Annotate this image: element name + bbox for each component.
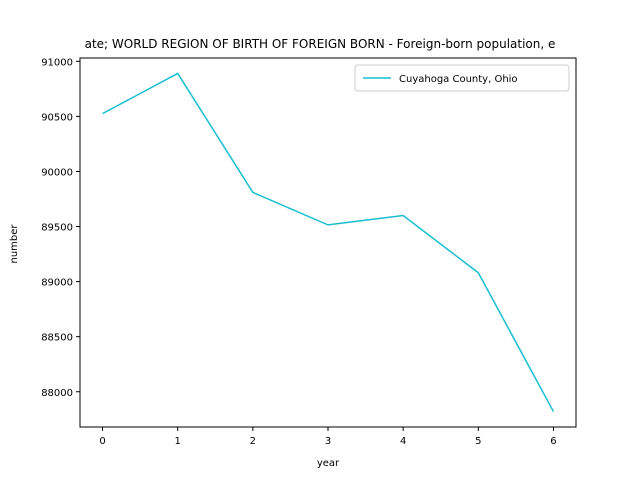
chart-title: ate; WORLD REGION OF BIRTH OF FOREIGN BO… xyxy=(85,37,556,51)
legend: Cuyahoga County, Ohio xyxy=(354,64,570,92)
y-axis-label: number xyxy=(9,224,20,264)
y-tick-label: 89500 xyxy=(41,223,73,234)
x-tick-label: 2 xyxy=(250,436,256,447)
y-tick-label: 88500 xyxy=(41,333,73,344)
plot-area: 0 1 2 3 4 5 6 88000 88500 89000 89500 90000 90500 91… xyxy=(41,57,577,447)
plot-frame xyxy=(79,57,577,428)
y-tick-label: 91000 xyxy=(41,57,73,68)
series-lines xyxy=(102,72,555,412)
x-axis-label: year xyxy=(317,458,340,469)
x-tick-label: 6 xyxy=(550,436,556,447)
y-tick-label: 89000 xyxy=(41,278,73,289)
y-tick-label: 90000 xyxy=(41,167,73,178)
x-tick-label: 4 xyxy=(400,436,406,447)
y-tick-label: 90500 xyxy=(41,112,73,123)
x-tick-label: 1 xyxy=(175,436,181,447)
legend-box xyxy=(354,64,570,92)
legend-label: Cuyahoga County, Ohio xyxy=(399,74,518,85)
series-line xyxy=(102,72,555,412)
x-tick-label: 5 xyxy=(475,436,481,447)
x-tick-label: 3 xyxy=(325,436,331,447)
y-axis: 88000 88500 89000 89500 90000 90500 91000 xyxy=(41,57,80,399)
y-tick-label: 88000 xyxy=(41,388,73,399)
x-tick-label: 0 xyxy=(99,436,105,447)
x-axis: 0 1 2 3 4 5 6 xyxy=(99,427,557,447)
